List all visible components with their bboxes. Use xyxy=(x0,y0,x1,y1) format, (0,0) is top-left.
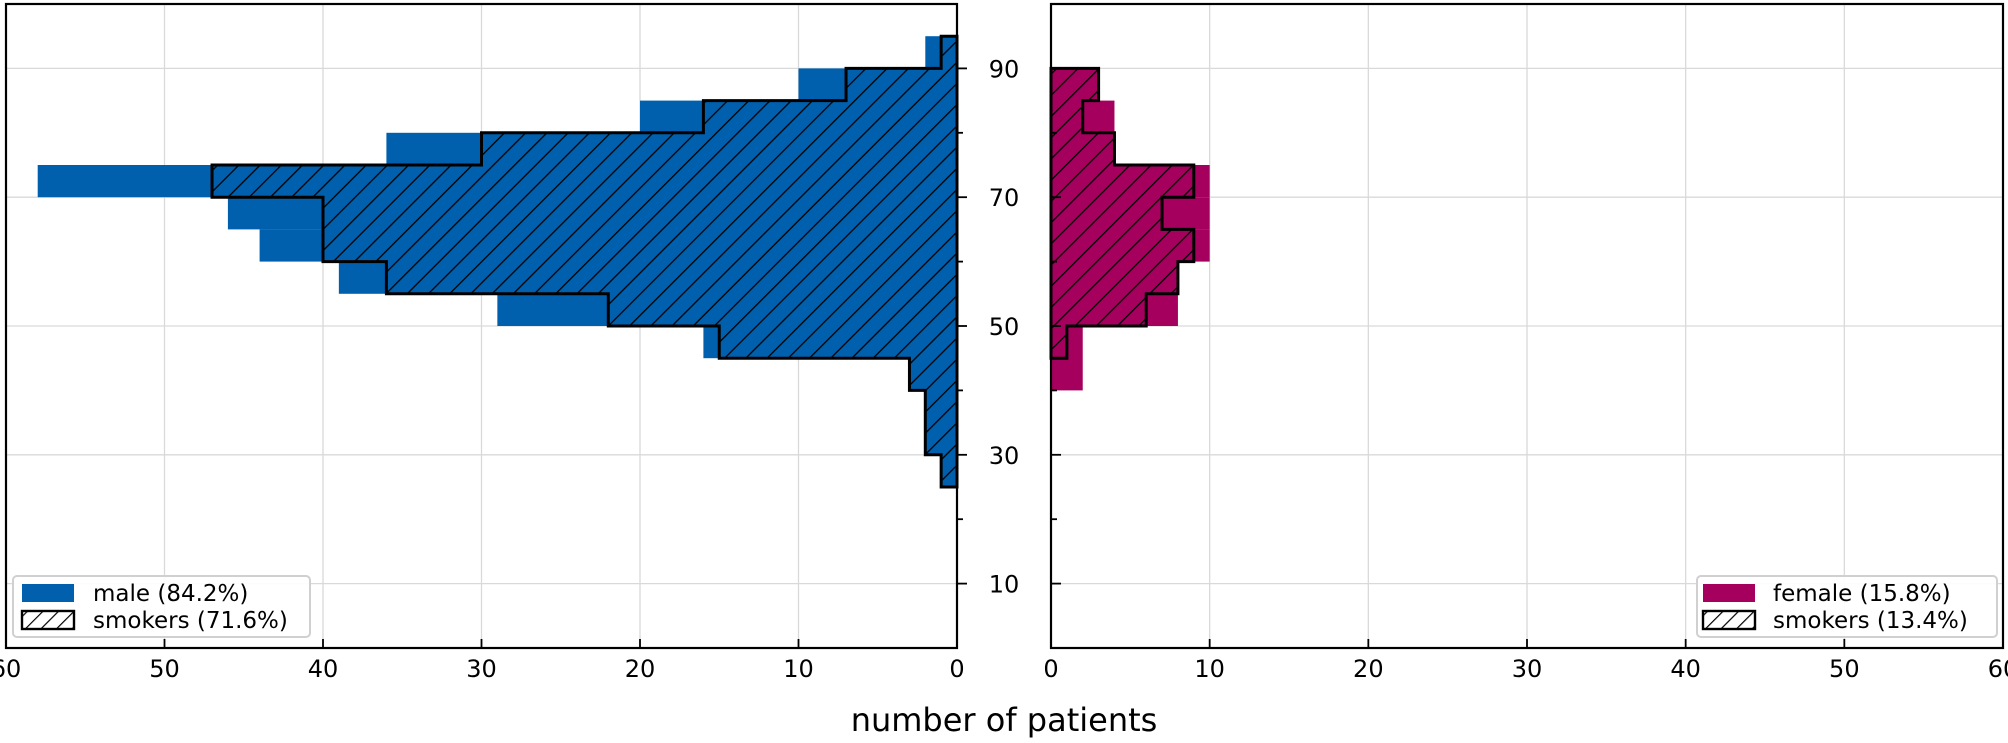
right-legend: female (15.8%) smokers (13.4%) xyxy=(1696,575,1998,638)
x-tick-label: 0 xyxy=(949,655,964,683)
left-ticks: 0 10 20 30 40 50 60 xyxy=(0,67,967,683)
male-legend-swatch xyxy=(22,584,74,602)
x-axis-label: number of patients xyxy=(851,701,1158,739)
age-tick-labels: 10 30 50 70 90 xyxy=(989,55,1020,598)
x-tick-label: 40 xyxy=(1670,655,1701,683)
male-smokers-legend-label: smokers (71.6%) xyxy=(93,608,288,634)
y-tick-label: 30 xyxy=(989,442,1020,470)
y-tick-label: 70 xyxy=(989,184,1020,212)
male-legend-label: male (84.2%) xyxy=(93,581,248,607)
y-tick-label: 10 xyxy=(989,571,1020,599)
x-tick-label: 10 xyxy=(1194,655,1225,683)
x-tick-label: 30 xyxy=(1512,655,1543,683)
left-legend-box xyxy=(12,575,311,638)
x-tick-label: 30 xyxy=(466,655,497,683)
left-panel: 0 10 20 30 40 50 60 male (84.2%) smokers (71.6… xyxy=(0,2,967,683)
right-panel: 0 10 20 30 40 50 60 female (15.8%) smokers (13… xyxy=(1043,2,2008,683)
x-tick-label: 0 xyxy=(1043,655,1058,683)
x-tick-label: 50 xyxy=(149,655,180,683)
left-legend: male (84.2%) smokers (71.6%) xyxy=(12,575,311,638)
x-tick-label: 50 xyxy=(1829,655,1860,683)
smokers-step-left xyxy=(210,34,959,489)
x-tick-label: 60 xyxy=(1988,655,2008,683)
y-tick-label: 50 xyxy=(989,313,1020,341)
female-legend-label: female (15.8%) xyxy=(1773,581,1951,607)
female-smokers-legend-label: smokers (13.4%) xyxy=(1773,608,1968,634)
smokers-legend-swatch xyxy=(20,609,76,631)
y-tick-label: 90 xyxy=(989,55,1020,83)
x-tick-label: 20 xyxy=(625,655,656,683)
right-ticks: 0 10 20 30 40 50 60 xyxy=(1043,67,2008,683)
x-tick-label: 10 xyxy=(783,655,814,683)
x-tick-label: 60 xyxy=(0,655,21,683)
right-grid xyxy=(1051,4,2003,648)
smokers-legend-swatch xyxy=(1701,609,1757,631)
left-smokers-outline xyxy=(210,34,959,489)
smokers-step-right xyxy=(1049,66,1196,360)
right-legend-box xyxy=(1696,575,1998,638)
x-tick-label: 20 xyxy=(1353,655,1384,683)
x-tick-label: 40 xyxy=(308,655,339,683)
female-legend-swatch xyxy=(1703,584,1755,602)
right-smokers-outline xyxy=(1049,66,1196,360)
